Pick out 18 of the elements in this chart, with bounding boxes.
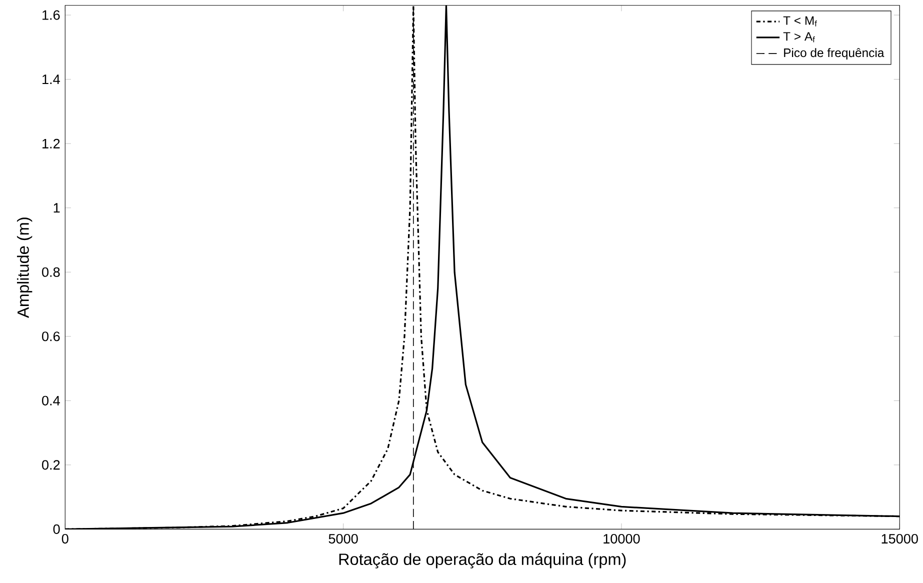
y-tick-label: 1.6 — [42, 10, 60, 20]
y-tick-label: 1.4 — [42, 74, 60, 84]
x-tick-label: 5000 — [328, 534, 358, 544]
y-tick-label: 0.8 — [42, 267, 60, 277]
y-tick-label: 1 — [54, 202, 60, 212]
x-tick-label: 15000 — [882, 534, 918, 544]
y-tick-label: 0 — [53, 524, 60, 534]
y-axis-title: Amplitude (m) — [16, 217, 32, 318]
legend-label: Pico de frequência — [784, 48, 884, 60]
legend-label: T < M$_{f}$ — [783, 16, 817, 26]
y-tick-label: 0.4 — [42, 396, 60, 406]
y-tick-label: 1.2 — [42, 138, 60, 148]
legend-label: T > A$_{f}$ — [783, 32, 815, 42]
x-tick-label: 10000 — [604, 534, 640, 544]
x-axis-title: Rotação de operação da máquina (rpm) — [339, 552, 626, 568]
x-tick-label: 0 — [62, 534, 68, 544]
y-tick-label: 0.6 — [42, 331, 60, 341]
y-tick-label: 0.2 — [42, 460, 60, 470]
